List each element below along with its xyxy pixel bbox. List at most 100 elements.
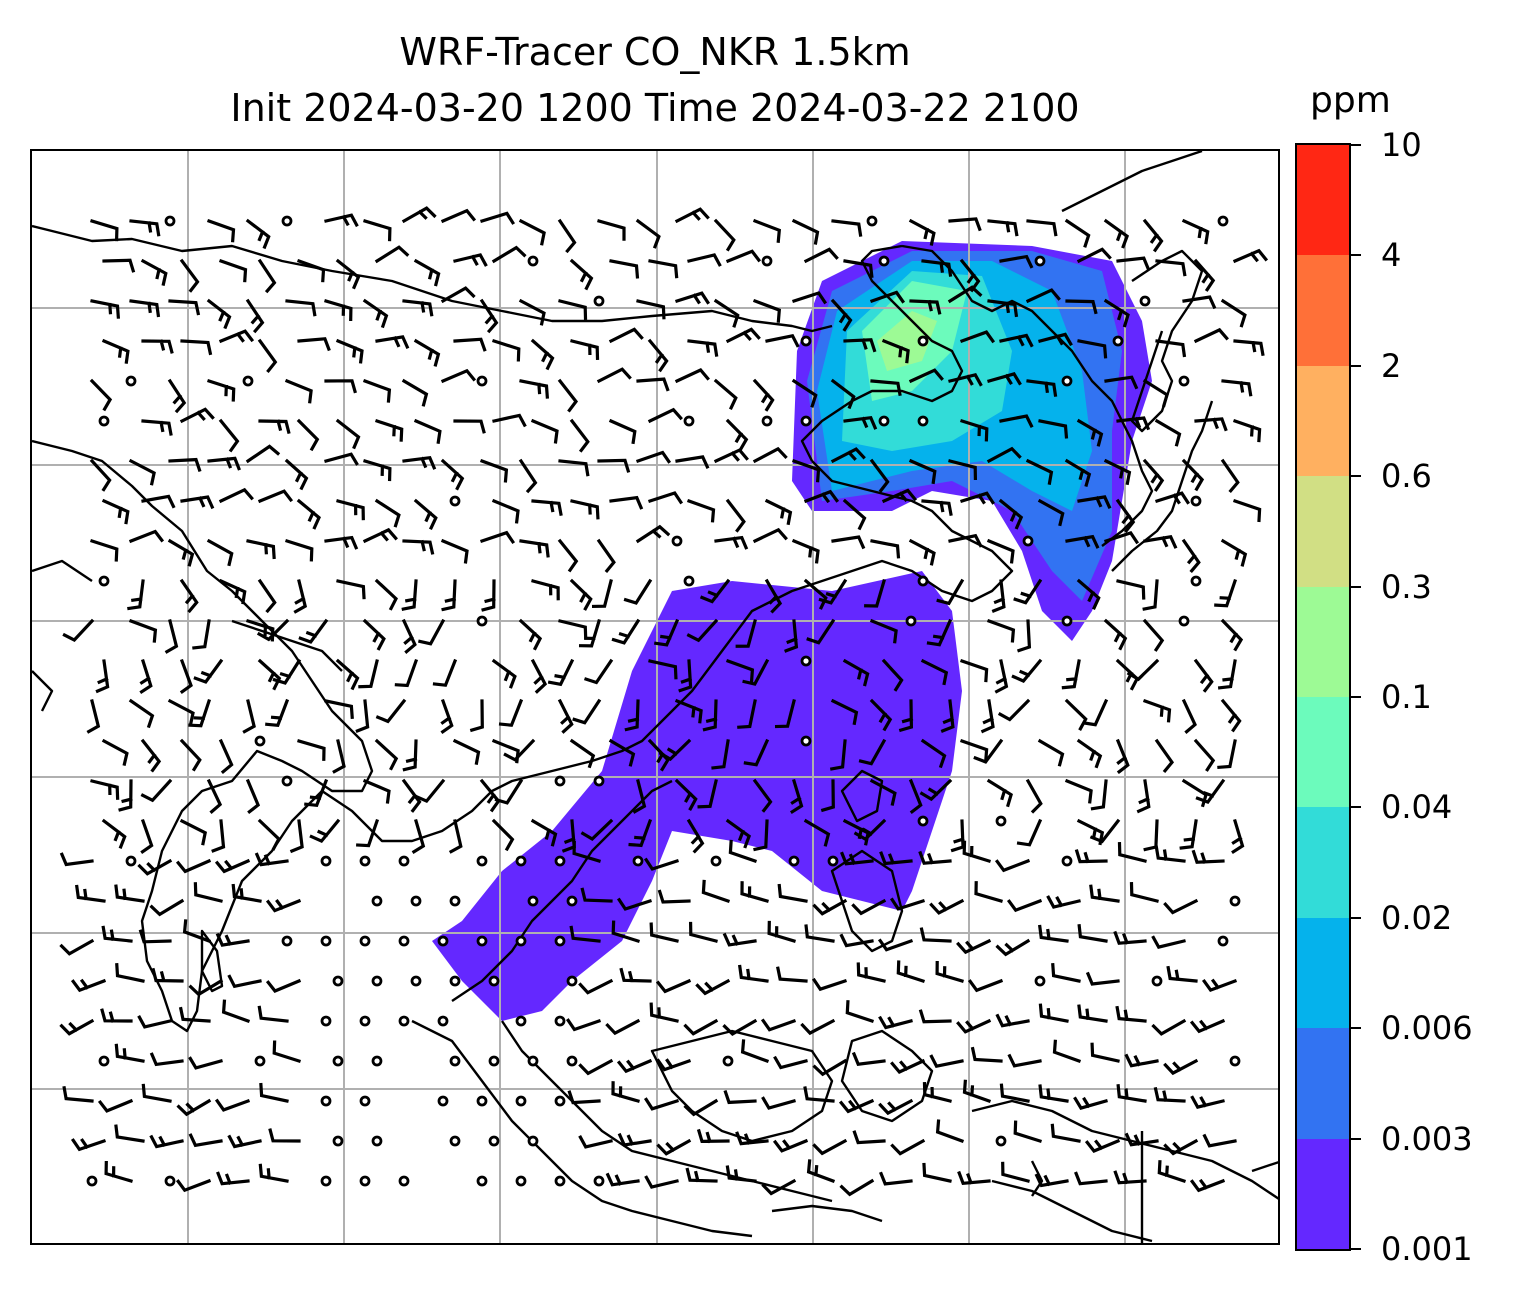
calm-marker bbox=[593, 1175, 605, 1187]
wind-barb bbox=[765, 333, 800, 348]
coastlines bbox=[32, 151, 1278, 1243]
calm-marker bbox=[98, 1055, 110, 1067]
calm-marker bbox=[281, 215, 293, 227]
calm-marker bbox=[320, 1015, 332, 1027]
colorbar-tick bbox=[1351, 364, 1361, 367]
wind-barb bbox=[86, 699, 101, 734]
wind-barb bbox=[265, 898, 302, 913]
wind-barb bbox=[864, 579, 886, 608]
calm-marker bbox=[1217, 935, 1229, 947]
wind-barb bbox=[1193, 327, 1229, 344]
calm-marker bbox=[515, 855, 527, 867]
wind-barb bbox=[675, 455, 710, 470]
chart-title-line2: Init 2024-03-20 1200 Time 2024-03-22 210… bbox=[230, 86, 1080, 130]
wind-barb bbox=[702, 699, 718, 732]
wind-barb bbox=[218, 329, 255, 344]
wind-barbs bbox=[59, 206, 1269, 1197]
wind-barb bbox=[921, 259, 953, 277]
calm-marker bbox=[332, 1135, 344, 1147]
wind-barb bbox=[856, 962, 886, 983]
calm-marker bbox=[281, 775, 293, 787]
wind-barb bbox=[1220, 538, 1248, 567]
wind-barb bbox=[713, 298, 740, 328]
calm-marker bbox=[332, 975, 344, 987]
wind-barb bbox=[611, 618, 641, 645]
wind-barb bbox=[214, 1098, 251, 1112]
calm-marker bbox=[827, 855, 839, 867]
wind-barb bbox=[362, 778, 391, 804]
wind-barb bbox=[448, 819, 463, 854]
wind-barb bbox=[149, 1134, 184, 1149]
wind-barb bbox=[722, 1018, 758, 1036]
wind-barb bbox=[1142, 458, 1165, 492]
wind-barb bbox=[1103, 618, 1128, 651]
calm-marker bbox=[878, 415, 890, 427]
colorbar-tick bbox=[1351, 144, 1361, 146]
colorbar-tick bbox=[1351, 916, 1361, 919]
wind-barb bbox=[922, 1162, 952, 1183]
wind-barb bbox=[284, 538, 314, 562]
wind-barb bbox=[580, 818, 614, 841]
wind-barb bbox=[948, 533, 983, 548]
wind-barb bbox=[298, 618, 329, 644]
wind-barb bbox=[363, 459, 392, 482]
wind-barb bbox=[530, 418, 559, 444]
wind-barb bbox=[167, 698, 195, 726]
wind-barb bbox=[653, 618, 680, 647]
wind-barb bbox=[997, 698, 1031, 722]
wind-barb bbox=[1142, 618, 1165, 652]
wind-barb bbox=[609, 495, 644, 510]
wind-barb bbox=[842, 658, 870, 687]
wind-barb bbox=[959, 418, 989, 442]
wind-barb bbox=[909, 299, 942, 315]
wind-barb bbox=[830, 298, 853, 332]
wind-barb bbox=[167, 378, 187, 414]
wind-barb bbox=[896, 960, 926, 984]
wind-barb bbox=[101, 498, 130, 525]
wind-barb bbox=[141, 419, 173, 436]
wind-barb bbox=[791, 291, 828, 305]
wind-barb bbox=[1193, 258, 1216, 292]
calm-marker bbox=[554, 1095, 566, 1107]
wind-barb bbox=[918, 850, 952, 865]
wind-barb bbox=[414, 778, 446, 804]
wind-barb bbox=[324, 299, 353, 322]
wind-barb bbox=[843, 338, 877, 353]
wind-barb bbox=[1103, 298, 1130, 328]
wind-barb bbox=[530, 818, 558, 847]
calm-marker bbox=[320, 1175, 332, 1187]
wind-barb bbox=[728, 839, 758, 864]
wind-barb bbox=[569, 258, 594, 291]
wind-barb bbox=[908, 538, 936, 566]
calm-marker bbox=[164, 1175, 176, 1187]
wind-barb bbox=[231, 883, 262, 903]
wind-barb bbox=[752, 446, 788, 464]
wind-barb bbox=[179, 818, 208, 846]
calm-marker bbox=[554, 775, 566, 787]
wind-barb bbox=[375, 698, 407, 724]
wind-barb bbox=[999, 414, 1034, 428]
wind-barb bbox=[898, 699, 914, 733]
wind-barb bbox=[616, 1058, 653, 1074]
wind-barb bbox=[453, 337, 487, 352]
wind-barb bbox=[1034, 1173, 1069, 1188]
wind-barb bbox=[332, 739, 346, 774]
wind-barb bbox=[812, 898, 848, 916]
wind-barb bbox=[1077, 495, 1112, 510]
wind-barb bbox=[254, 852, 289, 867]
wind-barb bbox=[869, 618, 898, 644]
wind-barb bbox=[1077, 1004, 1108, 1023]
wind-barb bbox=[284, 458, 309, 491]
colorbar-segment bbox=[1297, 1027, 1349, 1139]
wind-barb bbox=[519, 539, 550, 558]
wind-barb bbox=[141, 494, 176, 509]
wind-barb bbox=[578, 978, 614, 995]
wind-barb bbox=[114, 884, 145, 903]
wind-barb bbox=[1142, 698, 1172, 723]
wind-barb bbox=[179, 738, 202, 772]
wind-barb bbox=[986, 618, 1016, 643]
wind-barb bbox=[611, 920, 641, 944]
wind-barb bbox=[889, 897, 926, 911]
colorbar-tick bbox=[1351, 475, 1361, 478]
wind-barb bbox=[777, 883, 808, 903]
